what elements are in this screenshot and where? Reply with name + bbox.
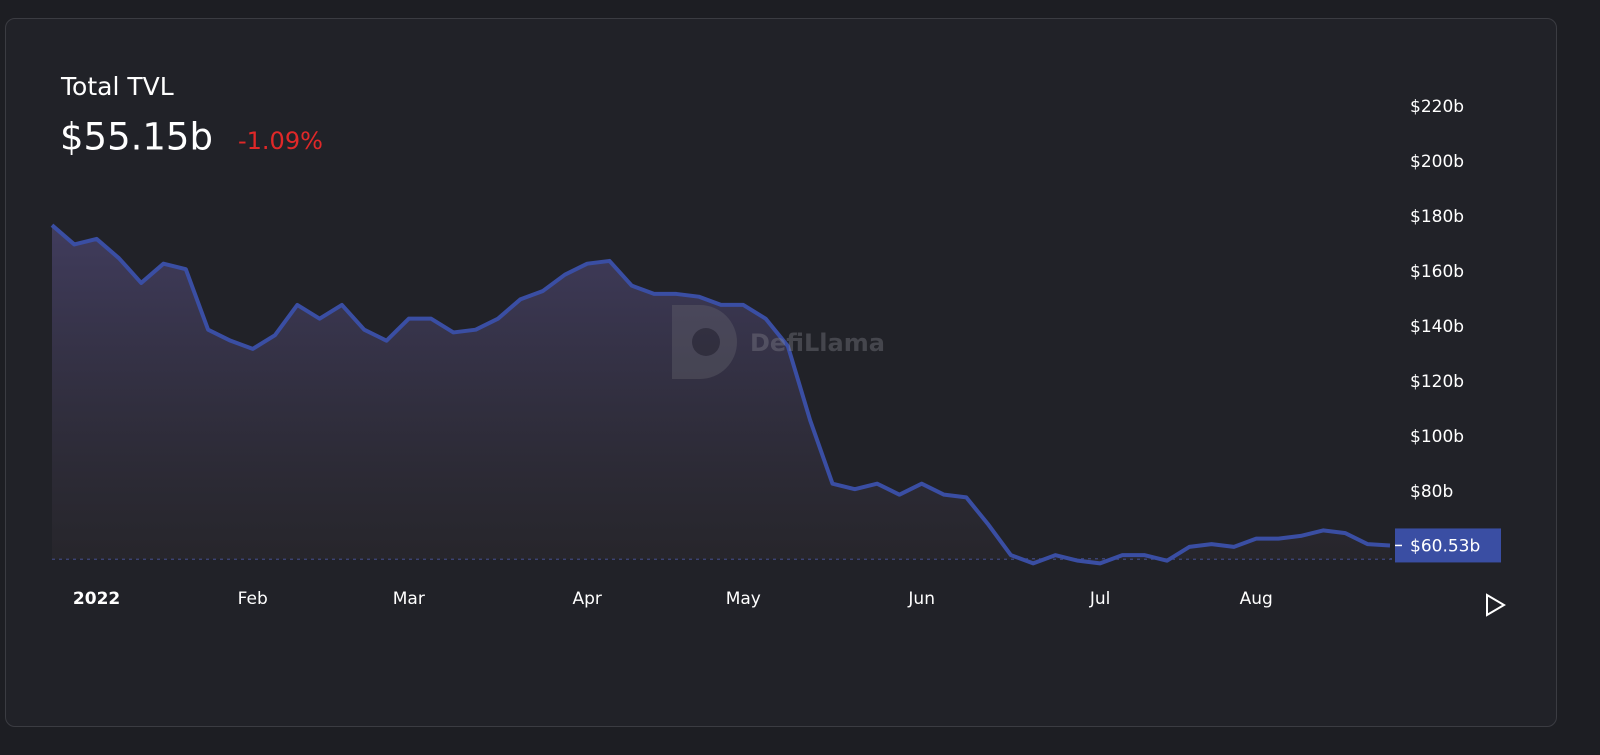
y-tick-label: $180b bbox=[1410, 207, 1464, 227]
y-tick-label: $140b bbox=[1410, 317, 1464, 337]
x-tick-label: Mar bbox=[393, 589, 425, 609]
y-tick-label: $200b bbox=[1410, 152, 1464, 172]
x-tick-label: Apr bbox=[572, 589, 601, 609]
line bbox=[50, 223, 1391, 566]
play-button[interactable] bbox=[1486, 593, 1506, 617]
y-tick-label: $120b bbox=[1410, 372, 1464, 392]
x-tick-label: 2022 bbox=[73, 589, 120, 609]
current-value-box bbox=[1395, 528, 1501, 563]
x-tick-label: Jun bbox=[907, 589, 935, 609]
title: Total TVL bbox=[60, 72, 174, 101]
y-tick-label: $100b bbox=[1410, 427, 1464, 447]
tvl-change: -1.09% bbox=[238, 127, 323, 155]
x-tick-label: May bbox=[726, 589, 761, 609]
tvl-value: $55.15b bbox=[60, 116, 213, 159]
current-value-label: $60.53b bbox=[1410, 536, 1480, 556]
watermark: DefiLlama bbox=[750, 329, 885, 357]
plot: $80b $100b $120b $140b $160b $180b $200b $220b 2… bbox=[50, 97, 1501, 609]
y-tick-label: $80b bbox=[1410, 482, 1453, 502]
area bbox=[52, 225, 1390, 564]
x-tick-label: Feb bbox=[238, 589, 268, 609]
y-tick-label: $220b bbox=[1410, 97, 1464, 117]
x-tick-label: Aug bbox=[1240, 589, 1273, 609]
x-tick-label: Jul bbox=[1089, 589, 1111, 609]
watermark-logo bbox=[672, 305, 737, 379]
y-tick-label: $160b bbox=[1410, 262, 1464, 282]
